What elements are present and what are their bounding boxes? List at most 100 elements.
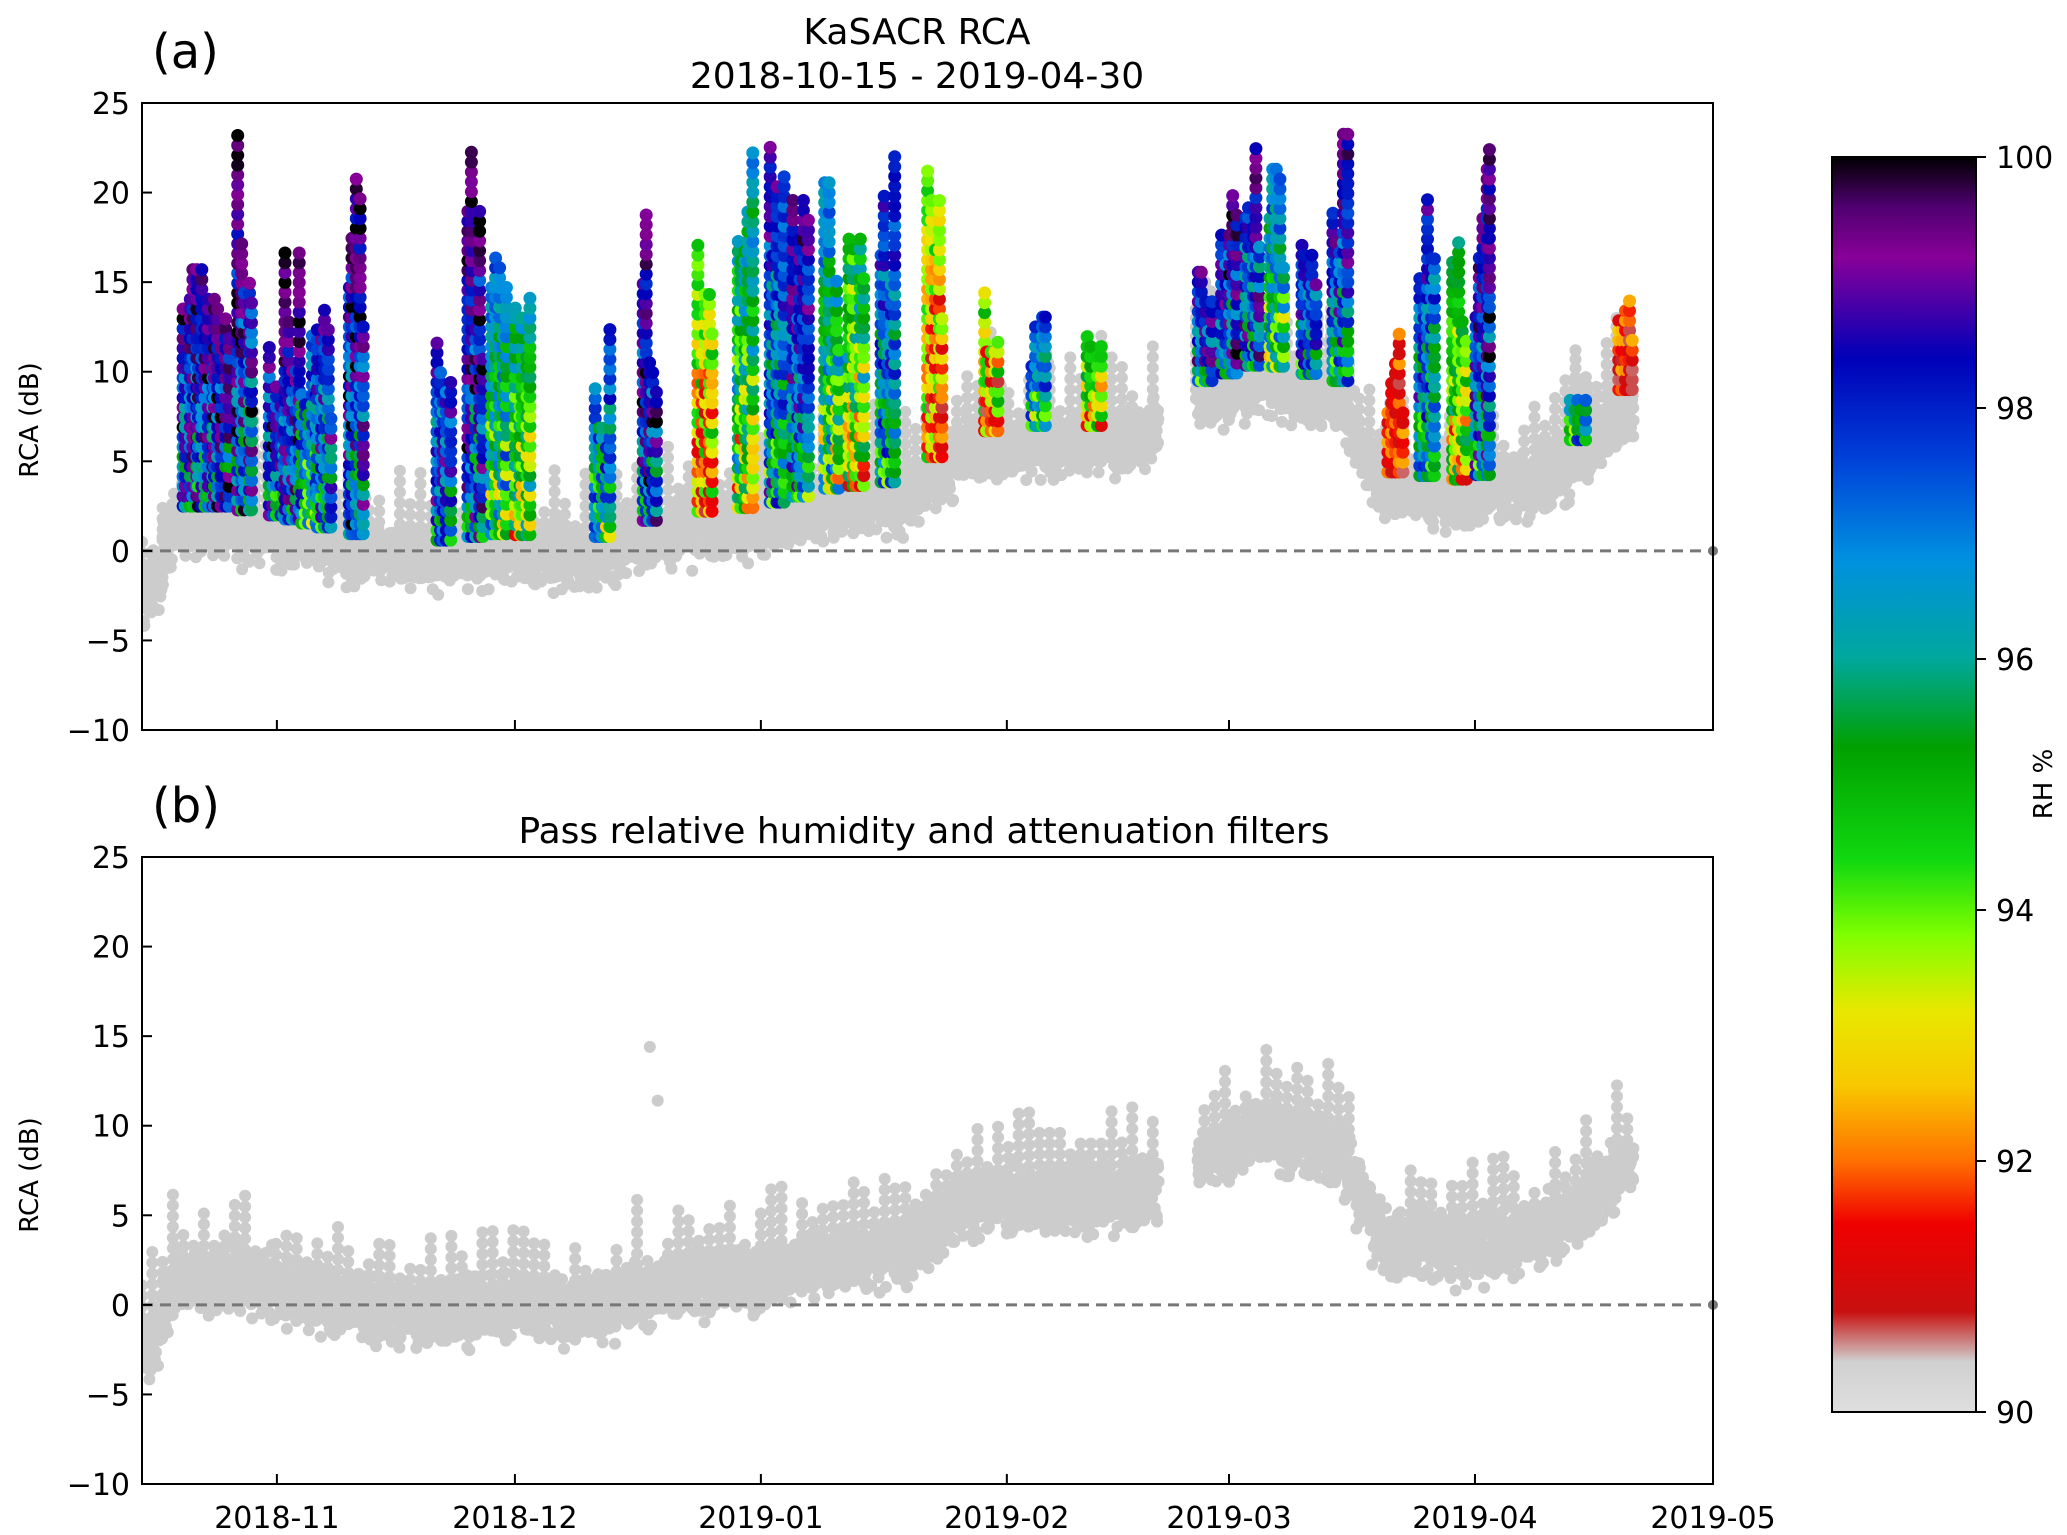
data-point	[950, 394, 963, 407]
data-point	[1562, 496, 1575, 509]
data-point	[146, 578, 159, 590]
data-point	[620, 518, 633, 531]
data-point	[672, 504, 685, 517]
data-point	[373, 494, 386, 507]
data-point	[961, 413, 974, 426]
data-point	[414, 488, 427, 501]
data-point	[662, 473, 674, 485]
data-point	[432, 588, 445, 601]
data-point	[414, 520, 427, 533]
data-point	[288, 558, 301, 571]
data-point	[146, 556, 159, 569]
data-point	[393, 518, 406, 531]
data-point	[373, 526, 386, 539]
data-point	[950, 427, 963, 440]
data-point	[393, 464, 406, 477]
data-point	[662, 516, 674, 528]
data-point	[166, 520, 179, 533]
data-point	[1427, 522, 1440, 535]
data-point	[1012, 418, 1025, 431]
data-point	[414, 531, 427, 544]
data-point	[961, 445, 974, 458]
data-point	[620, 567, 633, 580]
panel-a-title-line2: 2018-10-15 - 2019-04-30	[690, 56, 1144, 97]
data-point	[1012, 407, 1025, 420]
data-point	[253, 557, 266, 570]
panel-a-ylabel: RCA (dB)	[15, 362, 45, 478]
data-point	[373, 537, 386, 550]
data-point	[1064, 437, 1077, 450]
data-point	[579, 553, 592, 566]
data-point	[909, 444, 922, 457]
data-point	[569, 520, 582, 533]
data-point	[482, 583, 495, 596]
data-point	[1510, 513, 1523, 526]
data-point	[620, 529, 633, 542]
data-point	[414, 499, 427, 512]
data-point	[609, 579, 622, 592]
data-point	[950, 437, 963, 450]
data-point	[548, 518, 561, 530]
data-point	[236, 563, 249, 576]
data-point	[1439, 525, 1452, 538]
data-point	[620, 497, 633, 510]
data-point	[548, 485, 561, 498]
data-point	[548, 464, 561, 477]
data-point	[1012, 428, 1025, 441]
data-point	[1054, 437, 1066, 450]
data-point	[579, 543, 592, 555]
data-point	[672, 525, 685, 538]
data-point	[383, 528, 396, 540]
data-point	[1064, 394, 1077, 407]
data-point	[1627, 430, 1640, 443]
data-point	[166, 509, 179, 522]
data-point	[1064, 426, 1077, 439]
data-point	[1238, 417, 1251, 430]
data-point	[682, 524, 695, 537]
data-point	[909, 422, 922, 435]
data-point	[393, 550, 406, 563]
data-point	[909, 433, 922, 446]
data-point	[1545, 498, 1558, 511]
data-point	[156, 571, 169, 584]
data-point	[332, 531, 344, 544]
data-point	[461, 583, 474, 596]
panel-a-label: (a)	[152, 24, 219, 80]
data-point	[672, 515, 685, 527]
data-point	[538, 538, 551, 551]
data-point	[393, 486, 406, 499]
data-point	[393, 529, 406, 542]
data-point	[1054, 415, 1066, 428]
data-point	[332, 542, 344, 555]
data-point	[662, 440, 674, 453]
data-point	[1064, 415, 1077, 428]
data-point	[404, 530, 417, 543]
data-point	[947, 494, 960, 506]
data-point	[373, 505, 386, 518]
data-point	[548, 475, 561, 487]
data-point	[943, 477, 956, 490]
panel-a: (a) KaSACR RCA 2018-10-15 - 2019-04-30 R…	[15, 12, 1718, 749]
data-point	[156, 512, 169, 525]
data-point	[1054, 426, 1066, 439]
data-point	[404, 551, 417, 564]
data-point	[817, 535, 830, 548]
data-point	[404, 498, 417, 511]
data-point	[558, 551, 571, 564]
data-point	[590, 581, 603, 594]
data-point	[393, 475, 406, 488]
data-point	[142, 619, 151, 632]
data-point	[393, 507, 406, 520]
data-point	[1064, 383, 1077, 396]
panel-a-title-line1: KaSACR RCA	[803, 12, 1031, 53]
data-point	[662, 494, 674, 507]
data-point	[742, 557, 755, 570]
data-point	[569, 552, 582, 565]
data-point	[538, 506, 551, 519]
data-point	[909, 476, 922, 489]
scatter-points	[142, 127, 1640, 632]
data-point	[383, 538, 396, 551]
data-point	[961, 370, 974, 383]
